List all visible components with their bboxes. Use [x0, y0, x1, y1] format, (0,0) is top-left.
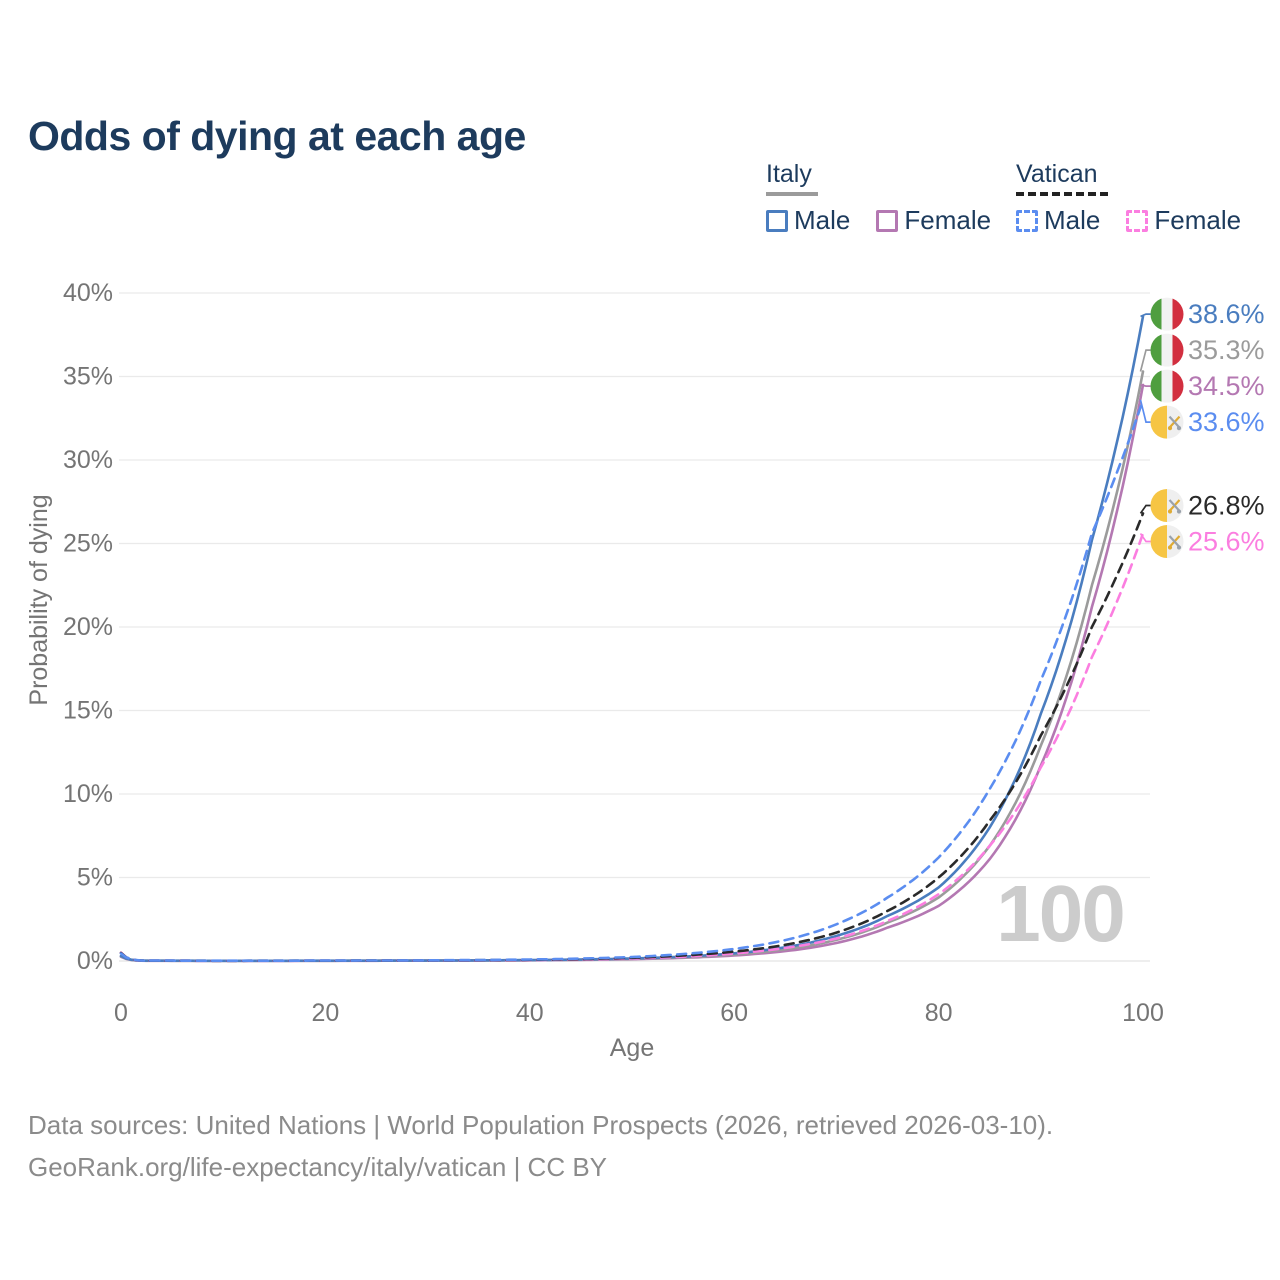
y-tick-label: 35% — [63, 363, 113, 391]
end-label-connector — [1140, 384, 1151, 387]
x-tick-label: 20 — [311, 999, 339, 1027]
end-label-value: 26.8% — [1188, 490, 1265, 520]
y-tick-label: 5% — [77, 864, 113, 892]
legend-header-vatican[interactable]: Vatican — [1016, 160, 1098, 188]
y-axis-title: Probability of dying — [25, 494, 53, 705]
legend-linestyle-vatican — [1016, 192, 1108, 196]
legend-group-italy: Italy Male Female — [766, 160, 991, 236]
age-watermark: 100 — [996, 869, 1123, 958]
end-label-connector — [1140, 313, 1151, 318]
x-tick-label: 60 — [720, 999, 748, 1027]
flag-vatican-icon — [1150, 524, 1184, 558]
legend-item-italy-male[interactable]: Male — [766, 205, 850, 236]
flag-italy-icon — [1150, 297, 1184, 331]
x-tick-label: 80 — [925, 999, 953, 1027]
legend-row-italy: Male Female — [766, 205, 991, 236]
legend-item-vatican-female[interactable]: Female — [1126, 205, 1241, 236]
flag-italy-icon — [1150, 369, 1184, 403]
end-label-connector — [1139, 504, 1151, 514]
legend-row-vatican: Male Female — [1016, 205, 1241, 236]
y-tick-label: 10% — [63, 780, 113, 808]
end-label-connector — [1139, 533, 1151, 543]
end-label-connector — [1139, 349, 1151, 372]
legend-group-vatican: Vatican Male Female — [1016, 160, 1241, 236]
series-line-vatican-total[interactable] — [119, 512, 1145, 963]
flag-italy-icon — [1150, 333, 1184, 367]
data-source-footer: Data sources: United Nations | World Pop… — [28, 1104, 1053, 1188]
end-label-italy-total[interactable]: 35.3% — [1139, 333, 1265, 372]
end-label-vatican-total[interactable]: 26.8% — [1139, 488, 1265, 522]
footer-sources-line: Data sources: United Nations | World Pop… — [28, 1110, 1054, 1140]
end-label-italy-female[interactable]: 34.5% — [1140, 369, 1265, 403]
end-label-vatican-male[interactable]: 33.6% — [1139, 399, 1265, 439]
legend-swatch-vatican-male — [1016, 209, 1038, 232]
legend-linestyle-italy — [766, 192, 818, 196]
end-label-connector — [1139, 399, 1151, 423]
footer-attribution-line: GeoRank.org/life-expectancy/italy/vatica… — [28, 1152, 608, 1182]
legend-swatch-vatican-female — [1126, 209, 1149, 232]
legend-label-vatican-female: Female — [1154, 205, 1242, 235]
x-tick-label: 40 — [516, 999, 544, 1027]
legend-swatch-italy-female — [876, 209, 899, 232]
end-label-value: 35.3% — [1188, 335, 1265, 365]
y-tick-label: 20% — [63, 613, 113, 641]
legend-swatch-italy-male — [766, 209, 788, 232]
page-title: Odds of dying at each age — [28, 113, 526, 160]
flag-vatican-icon — [1150, 405, 1184, 439]
legend-header-italy[interactable]: Italy — [766, 160, 812, 188]
legend-label-italy-male: Male — [794, 205, 851, 235]
series-line-italy-female[interactable] — [119, 383, 1145, 963]
series-line-vatican-female[interactable] — [119, 532, 1145, 963]
end-label-italy-male[interactable]: 38.6% — [1140, 297, 1265, 331]
end-label-vatican-female[interactable]: 25.6% — [1139, 524, 1265, 558]
end-label-value: 33.6% — [1188, 407, 1265, 437]
series-line-italy-male[interactable] — [119, 315, 1145, 963]
x-tick-label: 0 — [114, 999, 128, 1027]
y-tick-label: 40% — [63, 279, 113, 307]
y-tick-label: 0% — [77, 947, 113, 975]
legend-item-vatican-male[interactable]: Male — [1016, 205, 1100, 236]
y-tick-label: 25% — [63, 530, 113, 558]
end-label-value: 25.6% — [1188, 526, 1265, 556]
end-label-value: 34.5% — [1188, 371, 1265, 401]
legend-label-italy-female: Female — [904, 205, 992, 235]
end-label-value: 38.6% — [1188, 299, 1265, 329]
x-tick-label: 100 — [1122, 999, 1164, 1027]
legend-item-italy-female[interactable]: Female — [876, 205, 991, 236]
flag-vatican-icon — [1150, 488, 1184, 522]
y-tick-label: 30% — [63, 446, 113, 474]
x-axis-title: Age — [610, 1034, 654, 1062]
legend-label-vatican-male: Male — [1044, 205, 1101, 235]
y-tick-label: 15% — [63, 697, 113, 725]
series-line-vatican-male[interactable] — [119, 398, 1145, 962]
